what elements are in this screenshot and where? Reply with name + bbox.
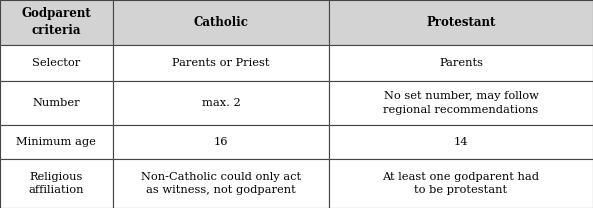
Text: 16: 16 (213, 137, 228, 147)
Bar (0, 0, 113, 45)
Bar (113, 159, 329, 208)
Bar (0, 125, 113, 159)
Text: Catholic: Catholic (193, 16, 248, 29)
Text: Non-Catholic could only act
as witness, not godparent: Non-Catholic could only act as witness, … (141, 172, 301, 195)
Bar (329, 159, 593, 208)
Text: Minimum age: Minimum age (17, 137, 96, 147)
Bar (0, 45, 113, 81)
Bar (329, 0, 593, 45)
Bar (113, 125, 329, 159)
Bar (329, 125, 593, 159)
Bar (329, 81, 593, 125)
Bar (113, 0, 329, 45)
Bar (0, 159, 113, 208)
Text: Religious
affiliation: Religious affiliation (28, 172, 84, 195)
Bar (113, 45, 329, 81)
Bar (0, 159, 113, 208)
Bar (329, 125, 593, 159)
Text: Parents or Priest: Parents or Priest (172, 58, 270, 68)
Text: 14: 14 (454, 137, 468, 147)
Bar (329, 45, 593, 81)
Text: max. 2: max. 2 (202, 98, 240, 108)
Bar (329, 159, 593, 208)
Bar (0, 0, 113, 45)
Bar (0, 81, 113, 125)
Text: Godparent
criteria: Godparent criteria (21, 7, 91, 37)
Bar (113, 81, 329, 125)
Bar (329, 45, 593, 81)
Bar (113, 81, 329, 125)
Bar (0, 125, 113, 159)
Bar (329, 81, 593, 125)
Bar (113, 45, 329, 81)
Bar (113, 125, 329, 159)
Bar (329, 0, 593, 45)
Text: Number: Number (33, 98, 80, 108)
Bar (0, 81, 113, 125)
Bar (113, 0, 329, 45)
Text: Selector: Selector (32, 58, 81, 68)
Text: At least one godparent had
to be protestant: At least one godparent had to be protest… (382, 172, 540, 195)
Text: Protestant: Protestant (426, 16, 496, 29)
Bar (0, 45, 113, 81)
Text: Parents: Parents (439, 58, 483, 68)
Text: No set number, may follow
regional recommendations: No set number, may follow regional recom… (384, 91, 538, 115)
Bar (113, 159, 329, 208)
